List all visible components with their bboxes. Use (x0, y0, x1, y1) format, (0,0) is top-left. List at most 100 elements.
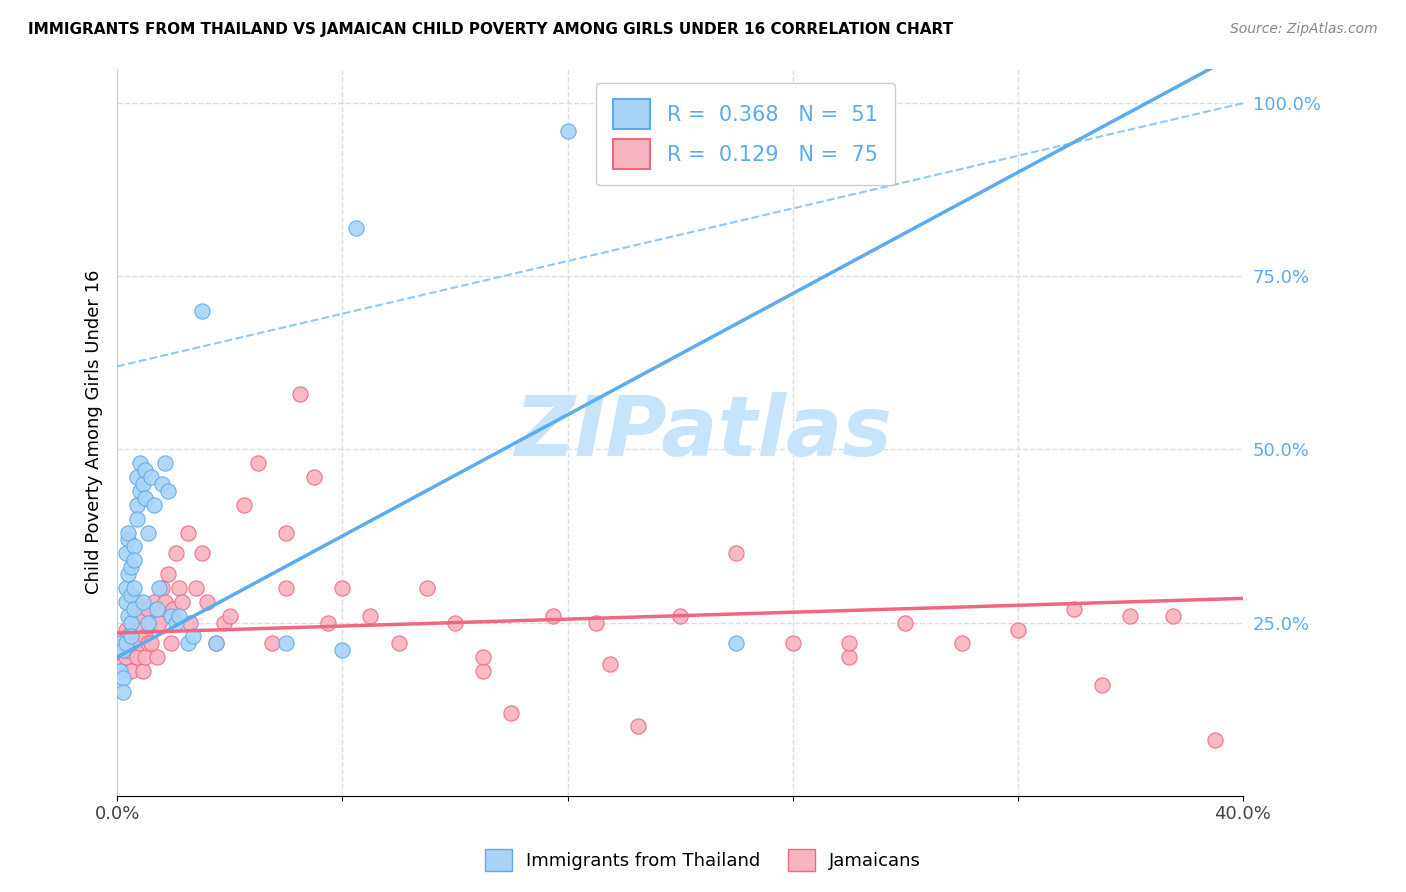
Point (246, 456, 269, 470)
Point (128, 636, 150, 650)
Point (162, 601, 184, 615)
Point (108, 636, 131, 650)
Point (125, 650, 148, 665)
Point (136, 525, 159, 540)
Point (838, 636, 860, 650)
Point (117, 643, 139, 657)
Point (472, 650, 495, 665)
Point (218, 608, 240, 623)
Point (134, 491, 156, 505)
Point (120, 560, 142, 574)
Point (134, 650, 156, 665)
Point (148, 615, 170, 630)
Point (145, 650, 167, 665)
Point (165, 546, 187, 560)
Point (894, 615, 917, 630)
Point (557, 124, 579, 138)
Point (444, 615, 467, 630)
Point (142, 595, 165, 609)
Text: ZIPatlas: ZIPatlas (513, 392, 891, 473)
Point (156, 567, 179, 582)
Point (725, 636, 748, 650)
Point (128, 483, 150, 498)
Point (195, 595, 218, 609)
Point (176, 636, 198, 650)
Point (117, 533, 139, 547)
Point (145, 601, 167, 615)
Point (139, 470, 162, 484)
Point (122, 608, 145, 623)
Point (302, 470, 325, 484)
Point (153, 456, 176, 470)
Point (131, 477, 153, 491)
Point (330, 643, 353, 657)
Point (388, 636, 411, 650)
Point (117, 630, 139, 644)
Point (1204, 733, 1226, 747)
Point (472, 664, 495, 678)
Point (344, 220, 367, 235)
Point (260, 636, 283, 650)
Point (139, 636, 162, 650)
Point (416, 581, 439, 595)
Point (190, 304, 212, 318)
Point (150, 581, 173, 595)
Point (139, 615, 162, 630)
Point (274, 581, 297, 595)
Point (122, 540, 145, 554)
Point (136, 601, 159, 615)
Point (167, 581, 190, 595)
Point (153, 595, 176, 609)
Point (669, 608, 692, 623)
Point (125, 512, 148, 526)
Point (125, 498, 148, 512)
Point (316, 615, 339, 630)
Point (212, 615, 235, 630)
Point (136, 615, 159, 630)
Point (585, 615, 607, 630)
Point (1007, 623, 1029, 637)
Point (782, 636, 804, 650)
Point (117, 608, 139, 623)
Point (120, 664, 142, 678)
Point (131, 608, 153, 623)
Point (120, 588, 142, 602)
Point (1119, 608, 1142, 623)
Point (1063, 601, 1085, 615)
Point (156, 483, 179, 498)
Point (150, 477, 173, 491)
Point (950, 636, 973, 650)
Text: Source: ZipAtlas.com: Source: ZipAtlas.com (1230, 22, 1378, 37)
Point (599, 657, 621, 672)
Point (114, 595, 136, 609)
Point (167, 608, 190, 623)
Point (148, 608, 170, 623)
Point (128, 456, 150, 470)
Point (136, 636, 159, 650)
Point (108, 636, 131, 650)
Point (360, 608, 382, 623)
Point (114, 636, 136, 650)
Point (114, 650, 136, 665)
Point (117, 525, 139, 540)
Point (543, 608, 565, 623)
Text: IMMIGRANTS FROM THAILAND VS JAMAICAN CHILD POVERTY AMONG GIRLS UNDER 16 CORRELAT: IMMIGRANTS FROM THAILAND VS JAMAICAN CHI… (28, 22, 953, 37)
Legend: Immigrants from Thailand, Jamaicans: Immigrants from Thailand, Jamaicans (478, 842, 928, 879)
Point (108, 664, 131, 678)
Point (134, 630, 156, 644)
Point (181, 630, 204, 644)
Point (114, 623, 136, 637)
Point (122, 601, 145, 615)
Point (114, 546, 136, 560)
Point (170, 595, 193, 609)
Point (501, 706, 523, 720)
Point (165, 615, 187, 630)
Point (179, 615, 201, 630)
Point (274, 636, 297, 650)
Point (134, 463, 156, 477)
Point (148, 581, 170, 595)
Point (111, 671, 134, 685)
Point (1161, 608, 1184, 623)
Point (159, 636, 181, 650)
Point (122, 636, 145, 650)
